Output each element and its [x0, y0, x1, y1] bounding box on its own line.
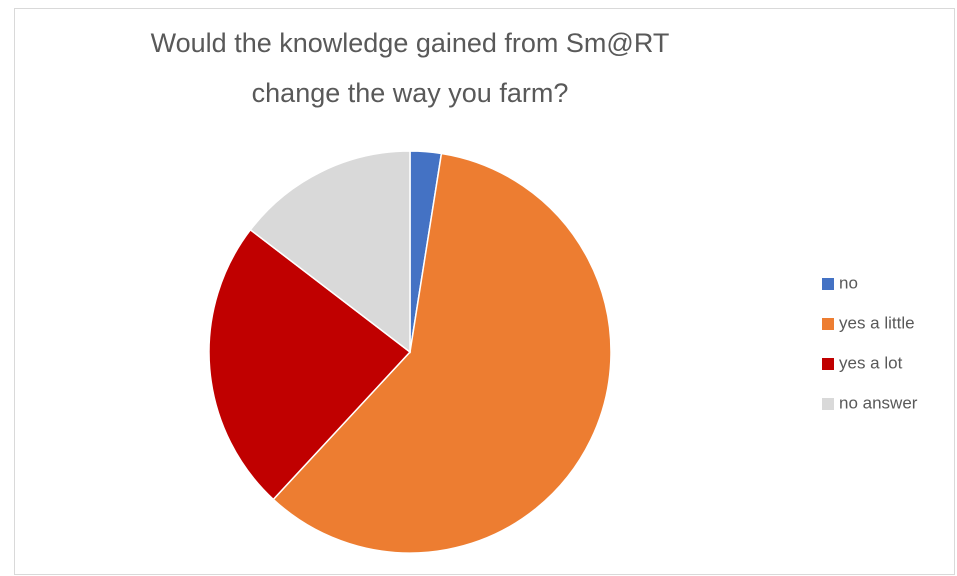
legend-label: yes a little — [839, 313, 915, 332]
legend-label: yes a lot — [839, 353, 903, 372]
legend-swatch — [822, 278, 834, 290]
pie-slice — [208, 228, 412, 501]
legend-label: no — [839, 273, 858, 292]
legend-label: no answer — [839, 393, 918, 412]
chart-title: Would the knowledge gained from Sm@RT — [151, 28, 670, 58]
legend-swatch — [822, 398, 834, 410]
pie-slice — [272, 152, 612, 554]
pie-slice — [249, 150, 411, 354]
legend-swatch — [822, 358, 834, 370]
chart-title: change the way you farm? — [252, 78, 569, 108]
legend-swatch — [822, 318, 834, 330]
